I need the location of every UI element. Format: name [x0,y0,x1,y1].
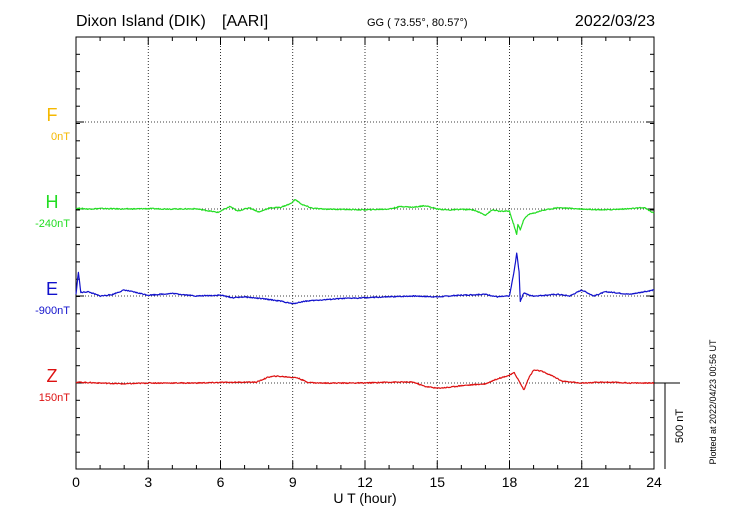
series-line-e [75,252,655,305]
x-tick-label: 6 [217,474,225,490]
label-layer: F 0nT H -240nT E -900nT Z 150nT [35,105,70,404]
channel-name-e: E [46,279,58,299]
channel-name-h: H [46,192,59,212]
scale-bar: 500 nT [654,382,686,469]
date-label: 2022/03/23 [575,13,655,30]
institute-label: [AARI] [222,13,268,30]
coords-label: GG ( 73.55°, 80.57°) [367,17,468,29]
x-tick-label: 18 [502,474,518,490]
series-layer [75,199,655,391]
channel-name-z: Z [47,366,58,386]
x-tick-label: 12 [357,474,373,490]
x-tick-label: 15 [429,474,445,490]
station-title: Dixon Island (DIK) [76,13,206,30]
series-line-h [75,199,655,235]
x-tick-label: 9 [289,474,297,490]
channel-baseline-f: 0nT [51,131,70,143]
plotted-at-note: Plotted at 2022/04/23 00:56 UT [708,339,718,465]
x-axis-label: U T (hour) [333,490,396,506]
x-tick-label: 3 [144,474,152,490]
x-tick-label: 21 [574,474,590,490]
channel-baseline-h: -240nT [35,218,70,230]
x-tick-label: 24 [646,474,662,490]
x-tick-label: 0 [72,474,80,490]
channel-name-f: F [47,105,58,125]
channel-baseline-z: 150nT [39,392,70,404]
grid-layer [76,37,654,469]
series-line-z [75,369,655,391]
channel-baseline-e: -900nT [35,305,70,317]
tick-layer: 0 3 6 9 12 15 18 21 24 [72,36,662,490]
scale-bar-label: 500 nT [674,409,686,444]
